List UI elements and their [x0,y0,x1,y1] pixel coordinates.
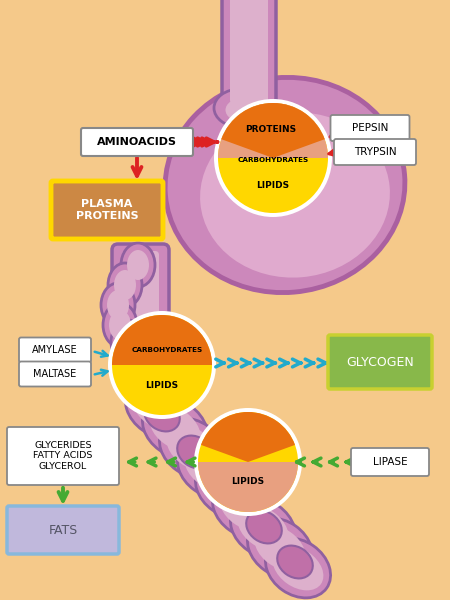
FancyBboxPatch shape [7,427,119,485]
Ellipse shape [109,310,131,340]
Wedge shape [221,103,325,158]
Ellipse shape [107,290,129,320]
Text: LIPIDS: LIPIDS [145,380,179,389]
Ellipse shape [133,386,184,430]
Ellipse shape [277,545,313,578]
Ellipse shape [212,478,278,538]
FancyBboxPatch shape [19,361,91,386]
Text: PEPSIN: PEPSIN [352,123,388,133]
Text: PLASMA
PROTEINS: PLASMA PROTEINS [76,199,138,221]
Circle shape [108,311,216,419]
Ellipse shape [121,243,155,287]
FancyBboxPatch shape [334,139,416,165]
Ellipse shape [200,112,390,278]
Circle shape [218,103,328,213]
Ellipse shape [159,418,225,478]
Circle shape [194,408,302,516]
FancyBboxPatch shape [19,337,91,362]
FancyBboxPatch shape [51,181,163,239]
Ellipse shape [117,327,139,357]
Text: CARBOHYDRATES: CARBOHYDRATES [131,347,202,353]
Ellipse shape [149,406,200,451]
Text: AMYLASE: AMYLASE [32,345,78,355]
Ellipse shape [214,89,266,127]
Ellipse shape [177,436,213,469]
Ellipse shape [273,545,324,590]
Ellipse shape [121,353,155,397]
FancyBboxPatch shape [330,115,410,141]
Text: PROTEINS: PROTEINS [245,125,297,134]
FancyBboxPatch shape [81,128,193,156]
Ellipse shape [238,506,288,550]
Text: CARBOHYDRATES: CARBOHYDRATES [238,157,309,163]
Text: MALTASE: MALTASE [33,369,76,379]
Wedge shape [112,315,212,365]
Ellipse shape [184,446,235,490]
Ellipse shape [266,538,331,598]
Ellipse shape [225,98,261,122]
Ellipse shape [166,425,217,470]
Text: LIPIDS: LIPIDS [256,181,289,191]
Ellipse shape [142,398,207,458]
Text: LIPASE: LIPASE [373,457,407,467]
Circle shape [198,412,298,512]
Ellipse shape [114,270,136,300]
Text: TRYPSIN: TRYPSIN [354,147,396,157]
Wedge shape [201,412,295,462]
FancyBboxPatch shape [122,251,159,327]
FancyBboxPatch shape [112,244,169,336]
Ellipse shape [127,250,149,280]
FancyBboxPatch shape [351,448,429,476]
Wedge shape [218,103,328,158]
Text: GLYCERIDES
FATTY ACIDS
GLYCEROL: GLYCERIDES FATTY ACIDS GLYCEROL [33,441,93,471]
Text: GLYCOGEN: GLYCOGEN [346,355,414,368]
Ellipse shape [230,498,296,558]
Ellipse shape [103,303,137,347]
Ellipse shape [126,378,191,438]
Ellipse shape [246,511,282,544]
Ellipse shape [127,360,149,390]
Ellipse shape [195,458,261,518]
Circle shape [112,315,212,415]
Ellipse shape [220,485,270,530]
Ellipse shape [202,466,253,511]
Ellipse shape [124,343,146,373]
FancyBboxPatch shape [7,506,119,554]
Ellipse shape [144,398,180,431]
FancyBboxPatch shape [328,335,432,389]
Ellipse shape [111,320,145,364]
Wedge shape [198,462,298,512]
Ellipse shape [165,77,405,293]
Text: AMINOACIDS: AMINOACIDS [97,137,177,147]
Ellipse shape [255,526,306,571]
Ellipse shape [101,283,135,327]
Circle shape [214,99,332,217]
Ellipse shape [118,336,152,380]
FancyBboxPatch shape [222,0,276,116]
Ellipse shape [108,263,142,307]
Text: FATS: FATS [49,523,77,536]
Text: LIPIDS: LIPIDS [231,478,265,487]
FancyBboxPatch shape [230,0,268,104]
Ellipse shape [177,438,243,498]
Ellipse shape [212,473,248,506]
Ellipse shape [248,518,313,578]
